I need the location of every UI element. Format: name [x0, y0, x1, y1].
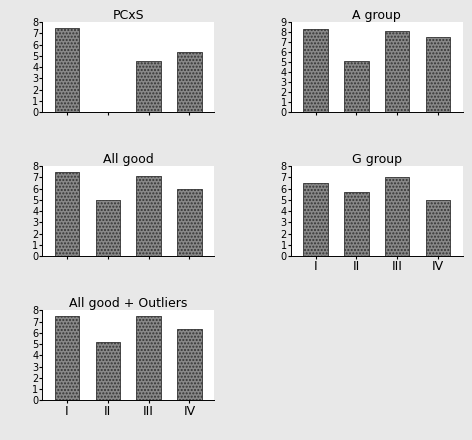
Bar	[55, 172, 79, 256]
Bar	[303, 29, 328, 112]
Bar	[136, 62, 161, 112]
Title: G group: G group	[352, 153, 402, 166]
Bar	[426, 37, 450, 112]
Bar	[344, 61, 369, 112]
Bar	[177, 330, 202, 400]
Bar	[385, 31, 410, 112]
Title: All good: All good	[103, 153, 153, 166]
Bar	[136, 176, 161, 256]
Title: A group: A group	[353, 9, 401, 22]
Bar	[55, 28, 79, 112]
Bar	[426, 200, 450, 256]
Title: All good + Outliers: All good + Outliers	[69, 297, 187, 310]
Bar	[303, 183, 328, 256]
Bar	[177, 189, 202, 256]
Bar	[95, 342, 120, 400]
Bar	[55, 316, 79, 400]
Bar	[344, 192, 369, 256]
Title: PCxS: PCxS	[112, 9, 144, 22]
Bar	[385, 177, 410, 256]
Bar	[177, 52, 202, 112]
Bar	[95, 200, 120, 256]
Bar	[136, 316, 161, 400]
